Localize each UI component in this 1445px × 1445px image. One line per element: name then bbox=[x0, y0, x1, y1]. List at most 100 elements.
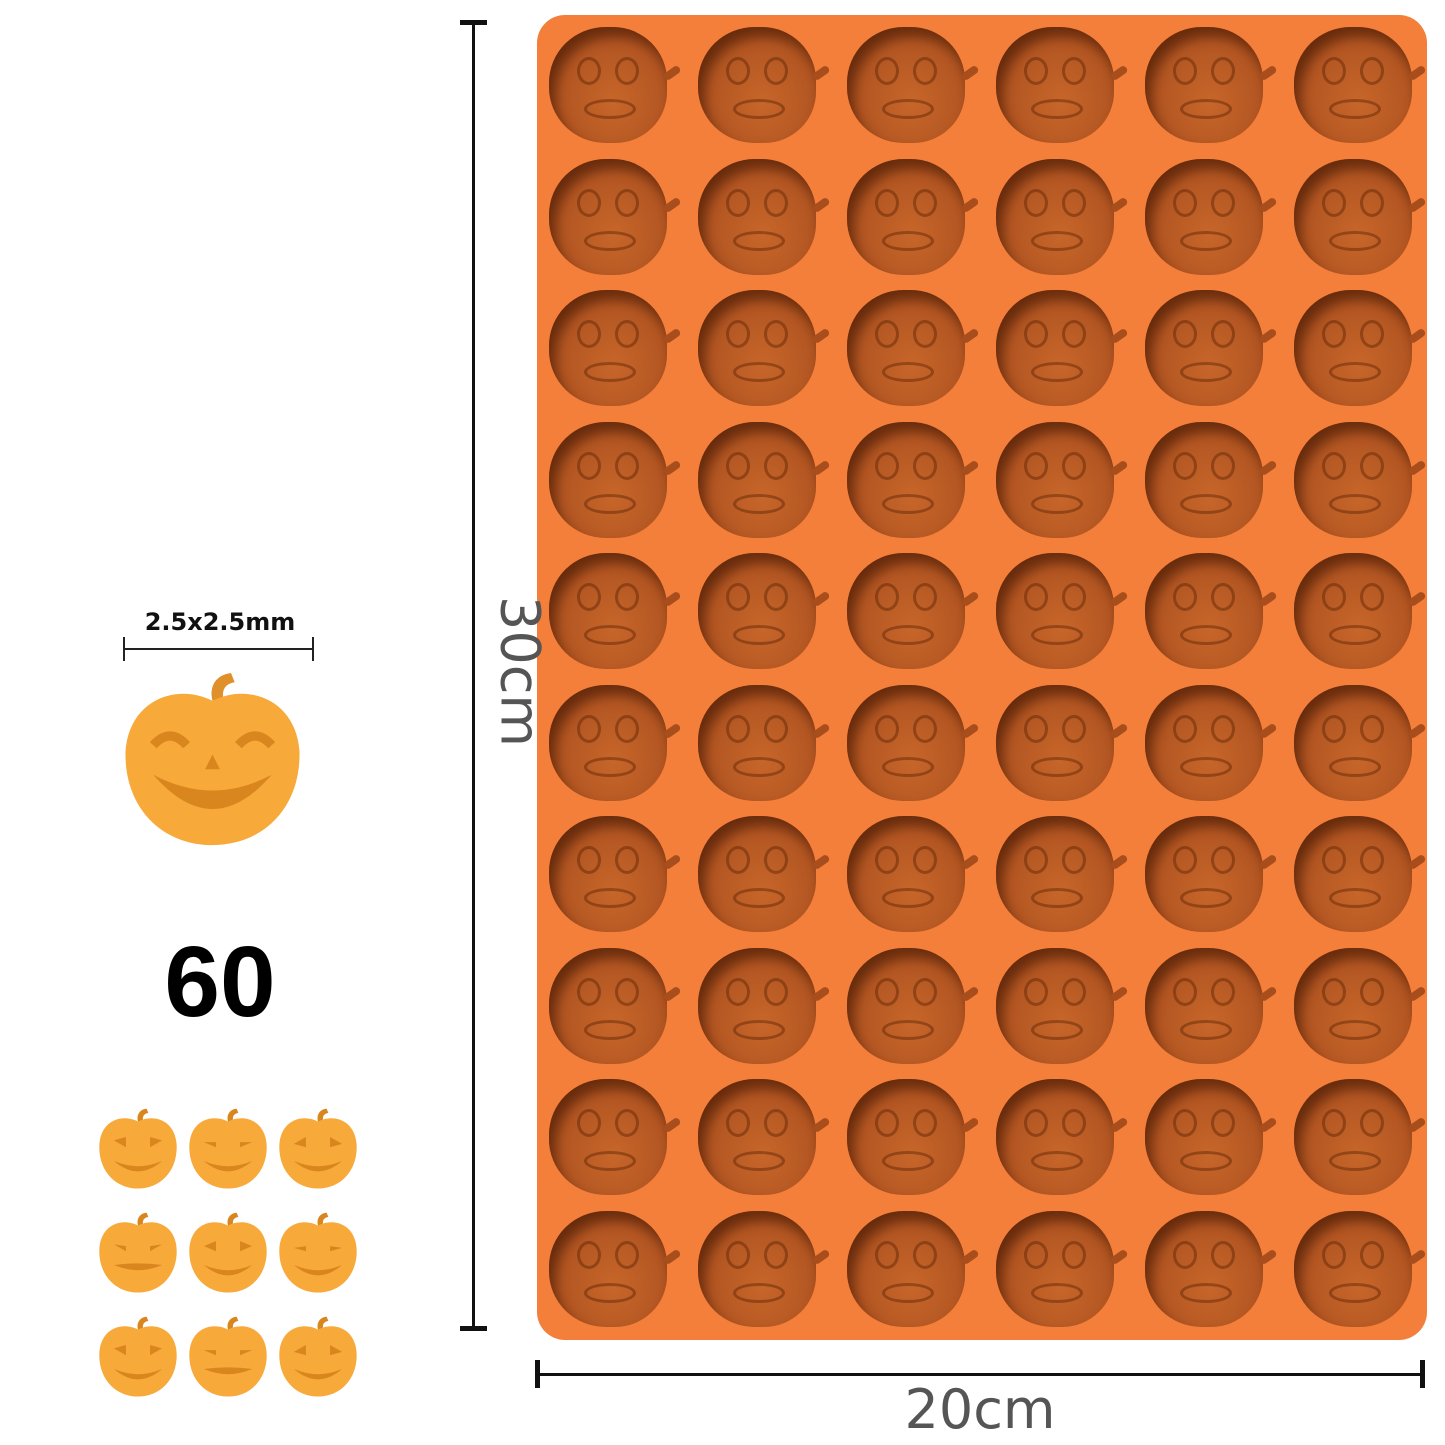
mold-cavity bbox=[847, 947, 980, 1064]
cavity-face-mark bbox=[1360, 57, 1384, 85]
cavity-stem bbox=[662, 1116, 682, 1134]
cavity-face-mark bbox=[733, 1151, 785, 1171]
cavity-face-mark bbox=[733, 1019, 785, 1040]
cavity-face-mark bbox=[1031, 362, 1083, 382]
cavity-stem bbox=[960, 327, 980, 345]
cavity-face-mark bbox=[764, 846, 788, 874]
cavity-stem bbox=[811, 1248, 831, 1265]
cavity-face-mark bbox=[1322, 320, 1346, 348]
cavity-face-mark bbox=[615, 714, 639, 743]
mold-cavity bbox=[1145, 1210, 1278, 1327]
mold-cavity bbox=[1145, 1079, 1278, 1195]
cavity-stem bbox=[811, 327, 831, 345]
cavity-face-mark bbox=[726, 1109, 750, 1137]
cavity-face-mark bbox=[726, 714, 750, 743]
cavity-face-mark bbox=[726, 846, 750, 874]
mold-cavity bbox=[996, 421, 1129, 538]
cavity-face-mark bbox=[1031, 493, 1083, 514]
mold-cavity bbox=[996, 1210, 1129, 1327]
cavity-face-mark bbox=[1031, 1282, 1083, 1303]
mold-cavity bbox=[549, 684, 682, 801]
cavity-stem bbox=[1109, 196, 1129, 213]
mold-cavity bbox=[1294, 816, 1427, 932]
cavity-stem bbox=[1407, 590, 1427, 608]
piece-count: 60 bbox=[164, 926, 276, 1038]
cavity-face-mark bbox=[1360, 451, 1384, 480]
cavity-stem bbox=[662, 722, 682, 739]
pumpkin-piece-image bbox=[125, 673, 300, 846]
mold-cavity bbox=[698, 684, 831, 801]
piece-size-cap-right bbox=[312, 637, 314, 661]
cavity-face-mark bbox=[584, 99, 636, 119]
pumpkin-variant bbox=[95, 1209, 185, 1301]
cavity-stem bbox=[1258, 327, 1278, 345]
cavity-face-mark bbox=[1024, 57, 1048, 85]
cavity-face-mark bbox=[1024, 1240, 1048, 1269]
cavity-face-mark bbox=[1024, 977, 1048, 1006]
cavity-face-mark bbox=[1031, 756, 1083, 777]
piece-size-cap-left bbox=[123, 637, 125, 661]
cavity-face-mark bbox=[1180, 1019, 1232, 1040]
cavity-face-mark bbox=[882, 362, 934, 382]
mold-cavity bbox=[549, 1210, 682, 1327]
cavity-face-mark bbox=[875, 320, 899, 348]
cavity-stem bbox=[1407, 722, 1427, 739]
cavity-stem bbox=[1109, 722, 1129, 739]
cavity-face-mark bbox=[913, 188, 937, 217]
cavity-face-mark bbox=[1031, 625, 1083, 645]
mold-cavity bbox=[847, 421, 980, 538]
cavity-face-mark bbox=[584, 1019, 636, 1040]
cavity-stem bbox=[960, 853, 980, 871]
cavity-face-mark bbox=[584, 362, 636, 382]
cavity-face-mark bbox=[726, 977, 750, 1006]
mold-cavity bbox=[1294, 947, 1427, 1064]
mold-cavity bbox=[996, 27, 1129, 143]
cavity-face-mark bbox=[913, 714, 937, 743]
cavity-stem bbox=[1109, 853, 1129, 871]
cavity-face-mark bbox=[1062, 583, 1086, 611]
cavity-stem bbox=[960, 1248, 980, 1265]
cavity-face-mark bbox=[764, 1240, 788, 1269]
cavity-face-mark bbox=[615, 846, 639, 874]
cavity-face-mark bbox=[584, 230, 636, 251]
cavity-face-mark bbox=[1329, 362, 1381, 382]
cavity-face-mark bbox=[1322, 583, 1346, 611]
cavity-face-mark bbox=[1180, 493, 1232, 514]
cavity-face-mark bbox=[615, 1240, 639, 1269]
cavity-face-mark bbox=[726, 188, 750, 217]
mold-cavity bbox=[847, 1210, 980, 1327]
cavity-face-mark bbox=[1322, 714, 1346, 743]
cavity-stem bbox=[1109, 64, 1129, 82]
cavity-face-mark bbox=[726, 57, 750, 85]
cavity-face-mark bbox=[1360, 714, 1384, 743]
mold-cavity bbox=[698, 290, 831, 406]
cavity-face-mark bbox=[1180, 756, 1232, 777]
cavity-face-mark bbox=[1024, 188, 1048, 217]
cavity-face-mark bbox=[1031, 99, 1083, 119]
cavity-face-mark bbox=[913, 846, 937, 874]
cavity-face-mark bbox=[1062, 714, 1086, 743]
cavity-stem bbox=[1407, 327, 1427, 345]
mold-cavity bbox=[847, 553, 980, 669]
cavity-face-mark bbox=[577, 846, 601, 874]
cavity-stem bbox=[1407, 1248, 1427, 1265]
mold-cavity bbox=[1145, 816, 1278, 932]
cavity-face-mark bbox=[1211, 583, 1235, 611]
cavity-stem bbox=[1258, 459, 1278, 476]
cavity-stem bbox=[1258, 985, 1278, 1002]
cavity-face-mark bbox=[1024, 320, 1048, 348]
cavity-face-mark bbox=[875, 1240, 899, 1269]
cavity-face-mark bbox=[1173, 583, 1197, 611]
cavity-face-mark bbox=[615, 57, 639, 85]
cavity-stem bbox=[1109, 590, 1129, 608]
cavity-face-mark bbox=[577, 57, 601, 85]
mold-cavity bbox=[1294, 27, 1427, 143]
cavity-stem bbox=[960, 590, 980, 608]
mold-cavity bbox=[698, 27, 831, 143]
cavity-face-mark bbox=[1024, 451, 1048, 480]
cavity-face-mark bbox=[1329, 1151, 1381, 1171]
height-label: 30cm bbox=[488, 595, 552, 747]
cavity-face-mark bbox=[1173, 451, 1197, 480]
mold-cavity bbox=[698, 553, 831, 669]
cavity-stem bbox=[1109, 459, 1129, 476]
